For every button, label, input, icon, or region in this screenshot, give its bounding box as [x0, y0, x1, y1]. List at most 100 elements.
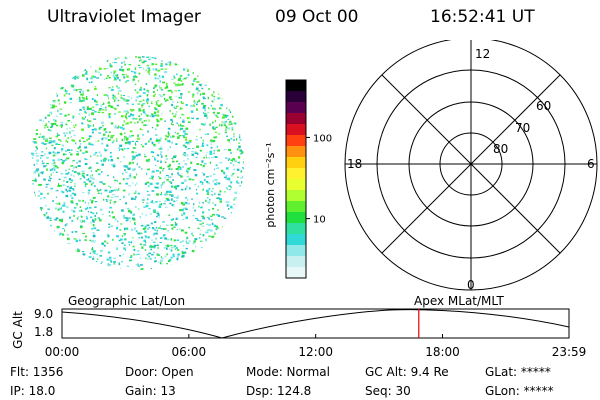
uv-pixel: [65, 223, 68, 226]
uv-pixel: [236, 180, 238, 183]
uv-pixel: [241, 229, 244, 232]
uv-pixel: [136, 173, 138, 176]
uv-pixel: [239, 198, 242, 201]
uv-pixel: [112, 135, 115, 137]
uv-pixel: [169, 164, 171, 167]
uv-pixel: [225, 131, 227, 133]
uv-pixel: [224, 114, 227, 117]
uv-pixel: [81, 170, 85, 173]
uv-pixel: [157, 213, 160, 216]
uv-pixel: [49, 177, 52, 180]
uv-pixel: [46, 258, 50, 261]
uv-pixel: [114, 261, 116, 263]
uv-pixel: [89, 177, 93, 179]
uv-pixel: [40, 155, 44, 157]
uv-pixel: [235, 249, 238, 252]
uv-pixel: [160, 89, 164, 91]
uv-pixel: [194, 238, 198, 241]
uv-pixel: [143, 206, 147, 208]
uv-pixel: [49, 264, 53, 267]
uv-pixel: [43, 273, 44, 275]
uv-pixel: [195, 64, 198, 67]
uv-pixel: [229, 111, 231, 114]
info-gc-alt: GC Alt: 9.4 Re: [365, 365, 449, 379]
uv-pixel: [181, 240, 184, 242]
uv-pixel: [184, 133, 187, 135]
uv-pixel: [85, 112, 87, 114]
uv-pixel: [136, 163, 138, 166]
uv-pixel: [224, 191, 226, 193]
uv-pixel: [70, 71, 72, 74]
uv-pixel: [156, 229, 158, 232]
uv-pixel: [179, 167, 182, 170]
uv-pixel: [98, 169, 101, 171]
uv-pixel: [139, 243, 143, 246]
uv-pixel: [166, 253, 168, 256]
uv-pixel: [191, 150, 194, 153]
uv-pixel: [125, 73, 127, 76]
uv-pixel: [113, 107, 115, 110]
uv-pixel: [60, 206, 62, 209]
uv-pixel: [73, 126, 76, 128]
uv-pixel: [185, 64, 187, 67]
uv-pixel: [197, 227, 200, 230]
uv-pixel: [87, 119, 89, 121]
uv-pixel: [73, 238, 77, 240]
uv-pixel: [176, 239, 180, 241]
uv-pixel: [122, 73, 125, 76]
uv-pixel: [151, 103, 153, 105]
uv-pixel: [126, 275, 128, 276]
uv-pixel: [208, 218, 211, 220]
lat-label-70: 70: [515, 121, 530, 135]
uv-pixel: [104, 148, 106, 151]
uv-pixel: [121, 242, 124, 245]
uv-pixel: [144, 142, 147, 145]
uv-pixel: [231, 122, 233, 125]
uv-pixel: [240, 241, 242, 243]
uv-pixel: [83, 260, 86, 263]
uv-pixel: [183, 61, 186, 64]
uv-pixel: [76, 153, 79, 156]
uv-pixel: [173, 205, 175, 207]
uv-pixel: [193, 54, 195, 56]
uv-pixel: [78, 151, 80, 153]
uv-pixel: [82, 90, 85, 93]
uv-pixel: [164, 255, 167, 258]
uv-pixel: [158, 141, 159, 143]
uv-pixel: [123, 99, 126, 102]
uv-pixel: [59, 140, 62, 142]
uv-pixel: [140, 168, 143, 170]
uv-pixel: [216, 71, 219, 73]
uv-pixel: [76, 75, 80, 78]
uv-pixel: [237, 263, 239, 266]
uv-pixel: [93, 76, 96, 78]
uv-pixel: [92, 124, 95, 127]
uv-pixel: [88, 138, 90, 140]
uv-pixel: [211, 157, 214, 159]
uv-pixel: [176, 246, 178, 249]
uv-pixel: [55, 92, 57, 94]
uv-pixel: [73, 207, 77, 209]
uv-pixel: [173, 186, 177, 189]
uv-pixel: [113, 189, 116, 191]
uv-pixel: [156, 118, 159, 121]
uv-pixel: [170, 265, 174, 268]
uv-pixel: [139, 100, 142, 102]
uv-pixel: [169, 96, 172, 99]
uv-pixel: [82, 199, 84, 202]
uv-pixel: [68, 189, 72, 192]
uv-pixel: [241, 51, 243, 52]
uv-pixel: [210, 272, 213, 273]
uv-pixel: [197, 268, 200, 270]
uv-pixel: [139, 264, 143, 266]
uv-pixel: [160, 183, 163, 186]
uv-pixel: [64, 153, 67, 155]
uv-pixel: [211, 107, 215, 110]
uv-pixel: [224, 258, 227, 260]
uv-pixel: [88, 167, 90, 170]
uv-pixel: [116, 180, 119, 182]
uv-pixel: [171, 103, 174, 107]
uv-pixel: [132, 237, 134, 239]
uv-pixel: [173, 77, 176, 79]
uv-pixel: [181, 251, 185, 255]
